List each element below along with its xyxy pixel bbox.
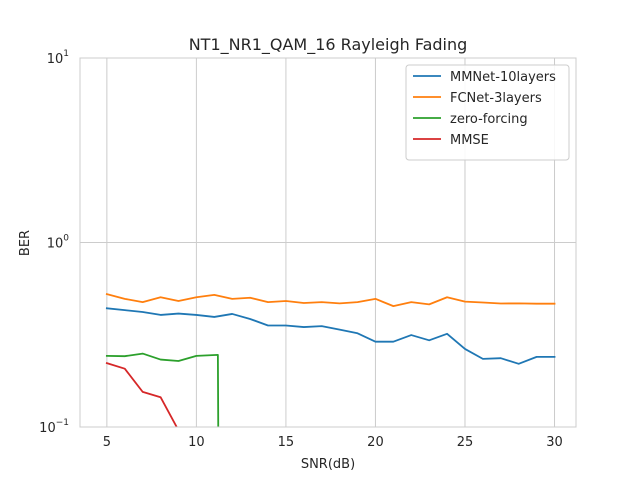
- legend-label: FCNet-3layers: [450, 91, 542, 106]
- legend-label: MMSE: [450, 133, 489, 148]
- chart-title: NT1_NR1_QAM_16 Rayleigh Fading: [189, 35, 468, 55]
- legend: MMNet-10layers FCNet-3layers zero-forcing M…: [405, 64, 570, 161]
- y-tick-label: 101: [47, 49, 69, 67]
- y-tick-label: 100: [47, 234, 70, 252]
- y-axis-label: BER: [18, 230, 33, 256]
- x-tick-label: 10: [188, 435, 205, 450]
- x-tick-label: 25: [457, 435, 474, 450]
- series-line-0: [105, 307, 556, 365]
- legend-label: MMNet-10layers: [450, 70, 556, 85]
- series-line-3: [105, 361, 178, 427]
- series-layer: [105, 293, 556, 427]
- legend-label: zero-forcing: [450, 112, 528, 127]
- x-tick-label: 30: [546, 435, 563, 450]
- x-axis-label: SNR(dB): [301, 457, 355, 472]
- x-tick-label: 15: [278, 435, 295, 450]
- series-line-2: [105, 352, 220, 427]
- legend-box: [405, 64, 570, 161]
- ticks: 5 10 15 20 25 30 10−1 100 101: [39, 49, 563, 450]
- x-tick-label: 20: [367, 435, 384, 450]
- series-line-1: [105, 293, 556, 308]
- plot-frame: [79, 57, 577, 428]
- x-tick-label: 5: [103, 435, 111, 450]
- y-tick-label: 10−1: [39, 418, 69, 436]
